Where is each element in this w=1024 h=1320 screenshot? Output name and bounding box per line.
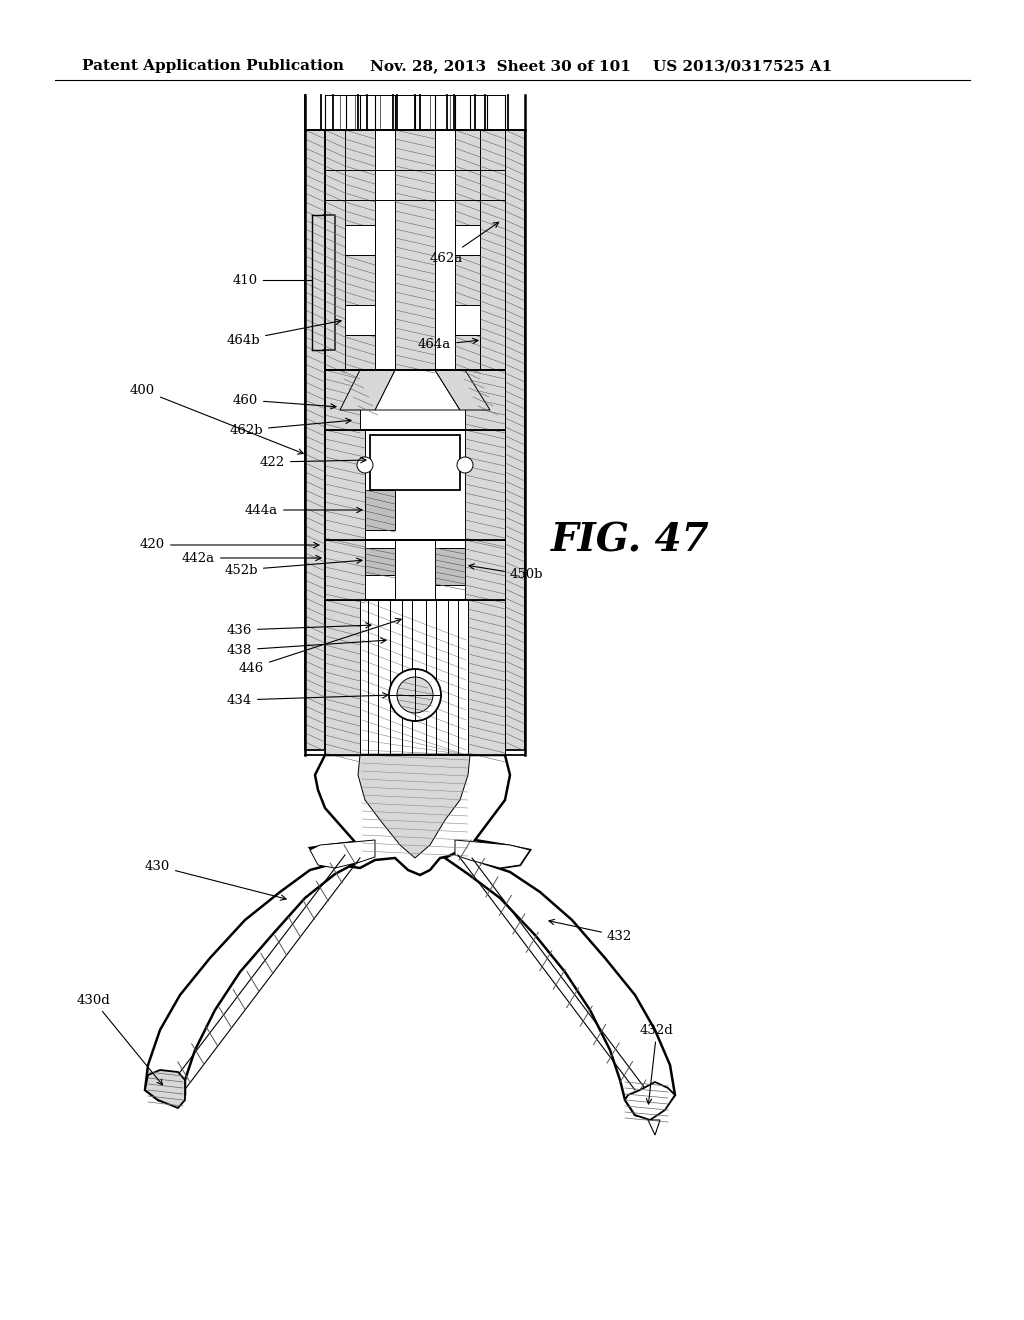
Text: 432: 432 — [549, 919, 632, 942]
Polygon shape — [325, 430, 505, 540]
Polygon shape — [465, 370, 505, 430]
Text: US 2013/0317525 A1: US 2013/0317525 A1 — [653, 59, 833, 73]
Polygon shape — [455, 305, 480, 335]
Polygon shape — [468, 601, 505, 755]
Text: 434: 434 — [226, 693, 388, 706]
Text: 452b: 452b — [224, 558, 362, 577]
Polygon shape — [365, 490, 395, 531]
Polygon shape — [325, 129, 345, 370]
Polygon shape — [145, 1071, 185, 1107]
Text: 430: 430 — [144, 859, 286, 900]
Polygon shape — [360, 601, 468, 755]
Text: 442a: 442a — [182, 552, 321, 565]
Polygon shape — [345, 129, 375, 370]
Polygon shape — [325, 601, 360, 755]
Polygon shape — [480, 129, 505, 370]
Text: 430d: 430d — [76, 994, 163, 1085]
Text: 446: 446 — [239, 618, 401, 675]
Polygon shape — [435, 548, 465, 585]
Polygon shape — [310, 755, 530, 875]
Text: FIG. 47: FIG. 47 — [551, 521, 710, 558]
Text: 464b: 464b — [226, 319, 341, 346]
Polygon shape — [325, 129, 505, 370]
Text: 420: 420 — [140, 539, 319, 552]
Polygon shape — [325, 370, 360, 430]
Polygon shape — [325, 370, 505, 430]
Polygon shape — [325, 601, 505, 755]
Polygon shape — [375, 129, 395, 370]
Polygon shape — [395, 129, 435, 370]
Polygon shape — [375, 370, 460, 411]
Text: 460: 460 — [232, 393, 336, 409]
Text: 450b: 450b — [469, 564, 544, 582]
Text: Nov. 28, 2013  Sheet 30 of 101: Nov. 28, 2013 Sheet 30 of 101 — [370, 59, 631, 73]
Circle shape — [397, 677, 433, 713]
Polygon shape — [325, 430, 365, 540]
Polygon shape — [465, 540, 505, 601]
Polygon shape — [345, 224, 375, 255]
Polygon shape — [435, 370, 490, 411]
Polygon shape — [305, 129, 325, 750]
Text: 410: 410 — [232, 273, 258, 286]
Circle shape — [457, 457, 473, 473]
Text: Patent Application Publication: Patent Application Publication — [82, 59, 344, 73]
Polygon shape — [445, 847, 675, 1118]
Text: 462a: 462a — [430, 222, 499, 264]
Text: 462b: 462b — [229, 418, 351, 437]
Text: 438: 438 — [226, 638, 386, 656]
Polygon shape — [370, 436, 460, 490]
Polygon shape — [455, 224, 480, 255]
Polygon shape — [340, 370, 395, 411]
Text: 400: 400 — [130, 384, 303, 454]
Polygon shape — [145, 847, 365, 1105]
Circle shape — [389, 669, 441, 721]
Polygon shape — [365, 548, 395, 576]
Polygon shape — [455, 129, 480, 370]
Polygon shape — [325, 540, 505, 601]
Polygon shape — [395, 540, 435, 601]
Polygon shape — [625, 1082, 675, 1119]
Polygon shape — [455, 840, 530, 869]
Polygon shape — [435, 129, 455, 370]
Polygon shape — [325, 540, 365, 601]
Text: 422: 422 — [260, 455, 366, 469]
Polygon shape — [345, 305, 375, 335]
Text: 432d: 432d — [640, 1023, 674, 1104]
Polygon shape — [505, 129, 525, 750]
Polygon shape — [358, 755, 470, 858]
Polygon shape — [310, 840, 375, 869]
Text: 436: 436 — [226, 623, 371, 636]
Circle shape — [357, 457, 373, 473]
Text: 464a: 464a — [418, 338, 478, 351]
Polygon shape — [465, 430, 505, 540]
Text: 444a: 444a — [245, 503, 361, 516]
Polygon shape — [648, 1119, 660, 1135]
